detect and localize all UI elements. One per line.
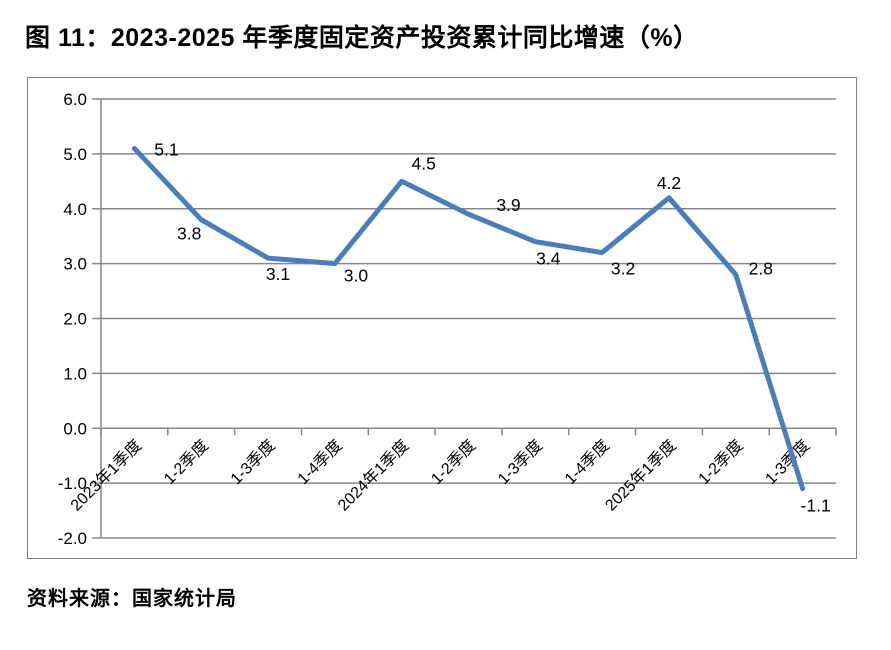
y-tick-label: 1.0 [63,364,87,383]
y-tick-label: 4.0 [63,200,87,219]
x-tick-label: 2025年1季度 [602,436,680,514]
y-tick-label: 6.0 [63,90,87,109]
chart-frame: 6.0 5.0 4.0 3.0 2.0 1.0 0.0 -1.0 -2.0 2023年1季度 1-2… [27,77,857,559]
x-tick-label: 2024年1季度 [334,436,412,514]
figure-title: 图 11：2023-2025 年季度固定资产投资累计同比增速（%） [25,24,699,52]
y-tick-label: 2.0 [63,310,87,329]
data-label: 3.1 [266,264,290,284]
x-tick-label: 1-4季度 [561,436,613,488]
data-label: 3.8 [177,224,201,244]
x-tick-label: 1-2季度 [428,436,480,488]
x-tick-label: 1-3季度 [227,436,279,488]
x-tick-label: 1-2季度 [160,436,212,488]
data-label: 3.4 [536,249,561,269]
data-label: 3.9 [496,195,520,215]
data-label: -1.1 [801,496,831,516]
data-label: 4.2 [657,173,681,193]
y-tick-label: -2.0 [58,529,87,548]
data-label: 3.2 [611,259,635,279]
trend-line [131,145,806,492]
y-tick-label: 5.0 [63,145,87,164]
data-label: 5.1 [154,139,178,159]
data-label: 3.0 [344,266,369,286]
data-label: 4.5 [412,153,436,173]
y-tick-label: 3.0 [63,255,87,274]
source-note: 资料来源：国家统计局 [27,588,237,610]
x-tick-label: 1-3季度 [494,436,546,488]
data-label: 2.8 [749,259,773,279]
y-tick-label: -1.0 [58,474,87,493]
y-tick-label: 0.0 [63,419,87,438]
report-page: 图 11：2023-2025 年季度固定资产投资累计同比增速（%） 6.0 5.0… [0,20,891,611]
x-tick-label: 1-4季度 [294,436,346,488]
x-tick-label: 1-2季度 [695,436,747,488]
